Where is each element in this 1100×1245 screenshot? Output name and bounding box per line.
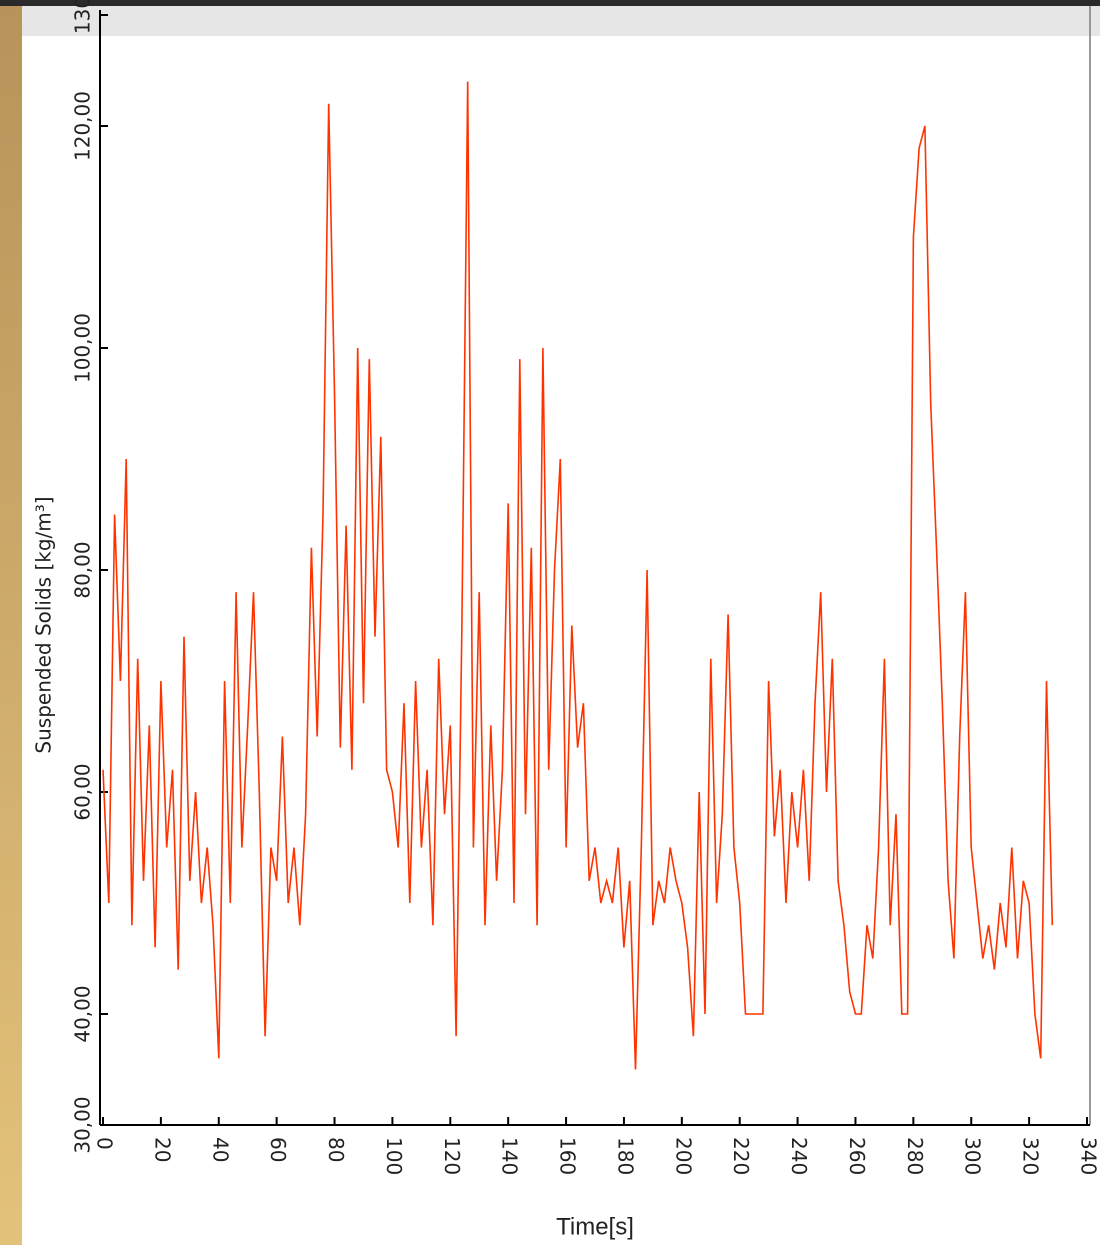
y-tick-label: 130 xyxy=(71,0,95,34)
x-tick-label: 320 xyxy=(1019,1137,1043,1175)
x-tick-label: 240 xyxy=(787,1137,811,1175)
x-axis-label: Time[s] xyxy=(556,1213,634,1240)
x-tick-label: 20 xyxy=(150,1137,174,1162)
x-tick-label: 40 xyxy=(208,1137,232,1162)
x-tick-label: 340 xyxy=(1077,1137,1100,1175)
x-tick-label: 160 xyxy=(556,1137,580,1175)
window-frame xyxy=(0,0,22,1245)
y-tick-label: 60,00 xyxy=(71,763,95,820)
y-tick-label: 80,00 xyxy=(71,541,95,598)
x-tick-label: 0 xyxy=(93,1137,117,1150)
y-tick-label: 40,00 xyxy=(71,985,95,1042)
top-border xyxy=(0,0,1100,6)
x-tick-label: 300 xyxy=(961,1137,985,1175)
y-axis-label: Suspended Solids [kg/m³] xyxy=(32,496,56,753)
x-tick-label: 280 xyxy=(903,1137,927,1175)
header-band xyxy=(22,6,1100,36)
x-tick-label: 80 xyxy=(324,1137,348,1162)
x-tick-label: 120 xyxy=(440,1137,464,1175)
y-tick-label: 100,00 xyxy=(71,313,95,383)
data-line xyxy=(102,81,1054,1070)
x-tick-label: 60 xyxy=(266,1137,290,1162)
x-tick-label: 140 xyxy=(498,1137,522,1175)
y-tick-label: 30,00 xyxy=(71,1096,95,1153)
x-tick-label: 200 xyxy=(671,1137,695,1175)
x-tick-label: 260 xyxy=(845,1137,869,1175)
y-tick-label: 120,00 xyxy=(71,91,95,161)
x-tick-label: 180 xyxy=(613,1137,637,1175)
x-tick-label: 220 xyxy=(729,1137,753,1175)
x-tick-label: 100 xyxy=(382,1137,406,1175)
